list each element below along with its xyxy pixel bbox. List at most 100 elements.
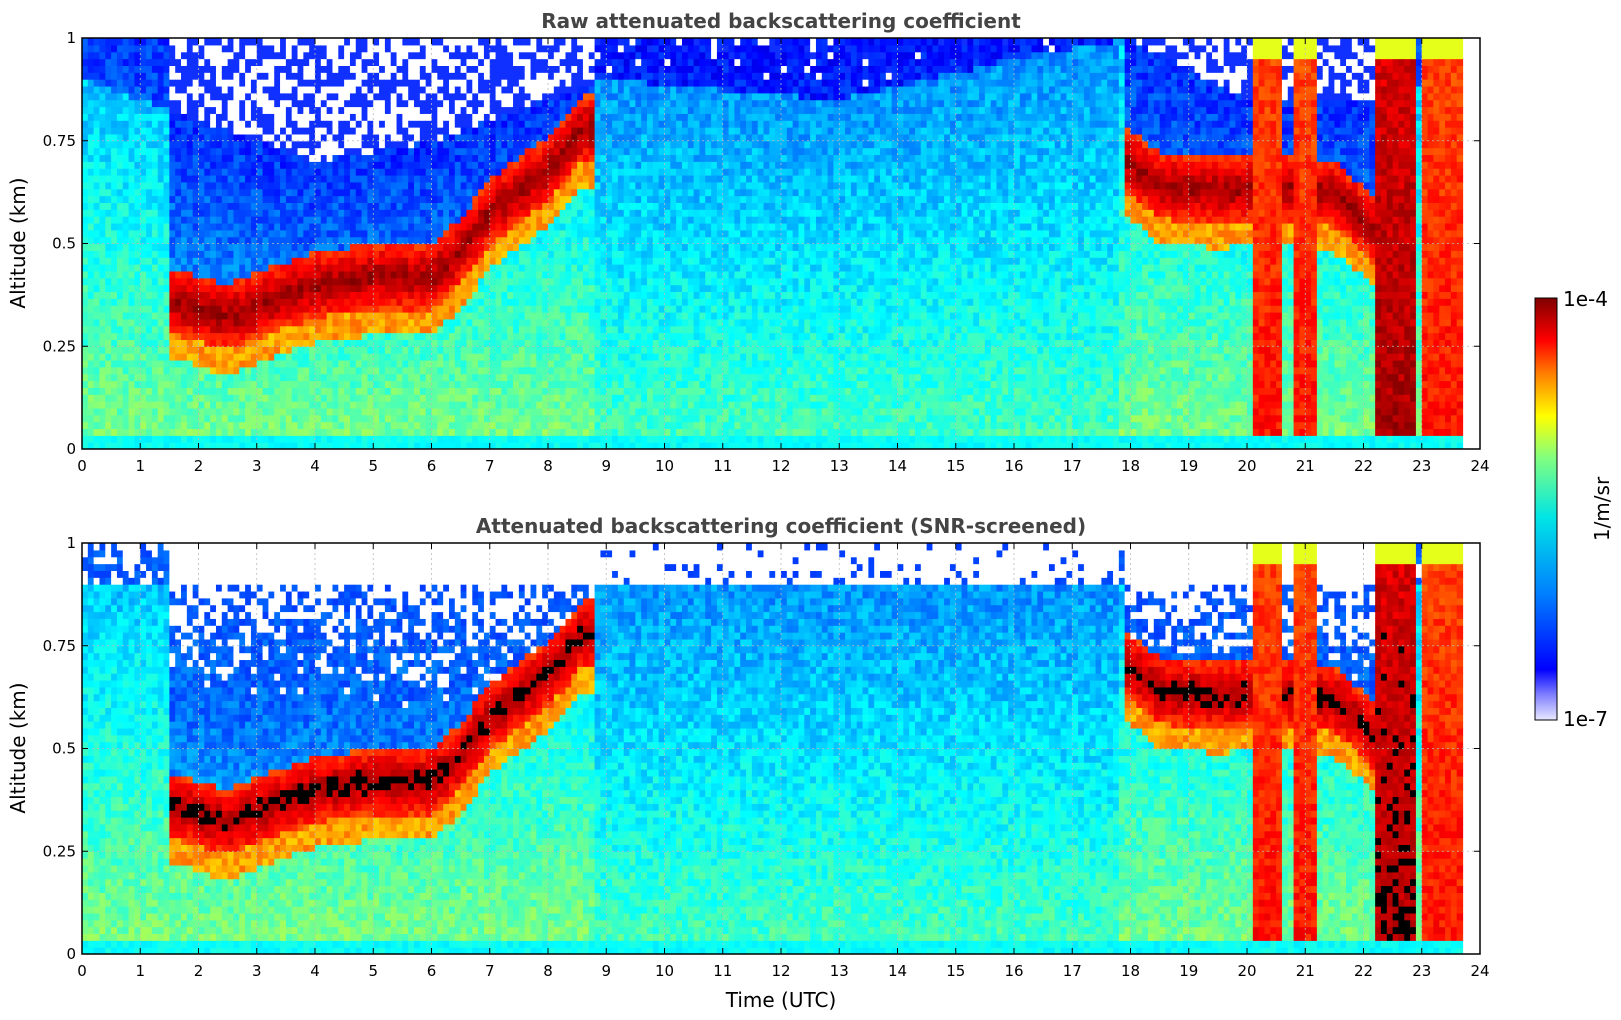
heatmap-cell [146, 51, 153, 60]
heatmap-cell [111, 188, 118, 197]
heatmap-cell [105, 366, 112, 375]
heatmap-cell [379, 154, 386, 162]
heatmap-cell [373, 58, 380, 66]
heatmap-cell [408, 99, 415, 108]
heatmap-cell [93, 318, 101, 327]
heatmap-cell [122, 99, 130, 108]
heatmap-cell [478, 38, 485, 46]
heatmap-cell [198, 79, 205, 87]
heatmap-cell [338, 264, 345, 272]
heatmap-cell [553, 257, 561, 265]
heatmap-cell [146, 257, 153, 265]
heatmap-cell [239, 373, 246, 382]
heatmap-cell [361, 407, 369, 416]
heatmap-cell [262, 175, 269, 183]
heatmap-cell [454, 243, 462, 251]
heatmap-cell [93, 373, 101, 382]
heatmap-cell [99, 79, 106, 87]
heatmap-cell [262, 113, 269, 121]
heatmap-cell [157, 373, 165, 382]
heatmap-cell [309, 291, 316, 299]
heatmap-cell [250, 202, 258, 210]
heatmap-cell [338, 359, 345, 368]
heatmap-cell [530, 264, 537, 272]
heatmap-cell [408, 435, 415, 443]
heatmap-cell [338, 428, 345, 436]
heatmap-cell [361, 216, 369, 224]
heatmap-cell [99, 332, 106, 340]
heatmap-cell [280, 435, 287, 443]
heatmap-cell [548, 140, 555, 149]
heatmap-cell [518, 175, 526, 183]
heatmap-cell [93, 277, 101, 286]
heatmap-cell [338, 442, 345, 449]
heatmap-cell [344, 99, 351, 108]
heatmap-cell [192, 407, 200, 416]
heatmap-cell [384, 202, 392, 210]
heatmap-cell [128, 202, 136, 210]
heatmap-cell [524, 181, 532, 190]
heatmap-cell [198, 229, 205, 238]
heatmap-cell [408, 291, 415, 299]
heatmap-cell [524, 291, 532, 299]
heatmap-cell [326, 291, 334, 299]
heatmap-cell [402, 346, 409, 354]
heatmap-cell [116, 428, 124, 436]
heatmap-cell [513, 428, 520, 436]
heatmap-cell [507, 168, 514, 176]
heatmap-cell [326, 113, 334, 121]
heatmap-cell [268, 147, 275, 156]
heatmap-cell [146, 175, 153, 183]
heatmap-cell [518, 332, 526, 340]
heatmap-cell [501, 154, 508, 162]
heatmap-cell [297, 38, 304, 46]
heatmap-cell [82, 387, 89, 395]
heatmap-cell [536, 181, 543, 190]
heatmap-cell [390, 291, 398, 299]
heatmap-cell [402, 421, 409, 430]
heatmap-cell [210, 209, 217, 217]
heatmap-cell [332, 325, 339, 334]
heatmap-cell [285, 250, 293, 258]
heatmap-cell [379, 270, 386, 279]
heatmap-cell [210, 44, 217, 53]
heatmap-cell [99, 442, 106, 449]
heatmap-cell [402, 65, 409, 73]
heatmap-cell [163, 229, 170, 238]
heatmap-cell [495, 140, 502, 149]
heatmap-cell [146, 312, 153, 320]
heatmap-cell [542, 366, 549, 375]
heatmap-cell [245, 188, 252, 197]
heatmap-cell [309, 154, 316, 162]
heatmap-cell [192, 202, 200, 210]
heatmap-cell [146, 216, 153, 224]
heatmap-cell [408, 428, 415, 436]
heatmap-cell [309, 318, 316, 327]
heatmap-cell [256, 127, 264, 135]
heatmap-cell [82, 120, 89, 128]
heatmap-cell [315, 168, 322, 176]
heatmap-cell [390, 229, 398, 238]
heatmap-cell [285, 181, 293, 190]
heatmap-cell [443, 394, 450, 402]
heatmap-cell [233, 339, 240, 347]
heatmap-cell [262, 51, 269, 60]
heatmap-cell [483, 181, 491, 190]
heatmap-cell [215, 346, 223, 354]
heatmap-cell [93, 353, 101, 361]
heatmap-cell [536, 407, 543, 416]
heatmap-cell [210, 229, 217, 238]
heatmap-cell [536, 435, 543, 443]
heatmap-cell [181, 243, 188, 251]
heatmap-cell [408, 353, 415, 361]
heatmap-cell [320, 202, 328, 210]
heatmap-cell [501, 58, 508, 66]
heatmap-cell [472, 264, 479, 272]
heatmap-cell [344, 257, 351, 265]
heatmap-cell [256, 229, 264, 238]
heatmap-cell [128, 270, 136, 279]
heatmap-cell [390, 188, 398, 197]
heatmap-cell [373, 79, 380, 87]
heatmap-cell [146, 147, 153, 156]
heatmap-cell [181, 264, 188, 272]
